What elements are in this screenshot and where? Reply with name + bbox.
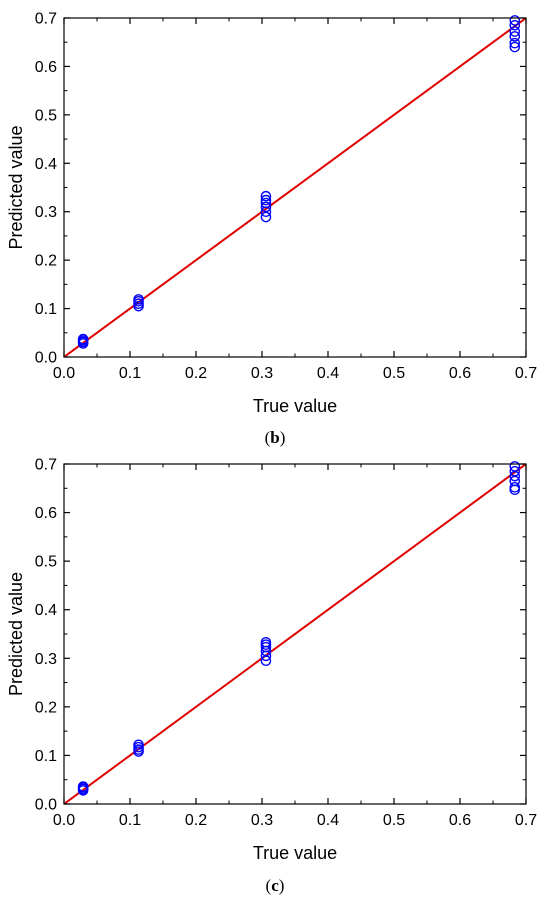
x-axis-title: True value xyxy=(253,396,337,416)
data-point xyxy=(260,190,272,202)
data-point xyxy=(260,197,272,209)
y-axis-title: Predicted value xyxy=(6,572,26,696)
y-tick-label: 0.1 xyxy=(35,748,57,765)
x-tick-label: 0.2 xyxy=(185,365,207,382)
chart-panel-c: 0.0 0.1 0.2 0.3 0.4 0.5 0.6 0.7 0.0 0.1 0.2 0.3 0.4 0… xyxy=(6,457,537,896)
y-tick-label: 0.2 xyxy=(35,699,57,716)
x-tick-label: 0.5 xyxy=(383,365,405,382)
y-tick-label: 0.6 xyxy=(35,59,57,76)
y-tick-label: 0.2 xyxy=(35,253,57,270)
data-point xyxy=(509,31,521,42)
data-point xyxy=(509,461,521,472)
data-point xyxy=(260,194,272,206)
x-tick-label: 0.4 xyxy=(317,812,339,829)
data-point xyxy=(509,41,521,53)
y-tick-label: 0.5 xyxy=(35,554,57,571)
y-tick-label: 0.5 xyxy=(35,107,57,124)
y-tick-label: 0.3 xyxy=(35,651,57,668)
x-tick-label: 0.7 xyxy=(515,365,537,382)
x-tick-label: 0.0 xyxy=(53,365,75,382)
chart-panel-b: 0.0 0.1 0.2 0.3 0.4 0.5 0.6 0.7 0.0 0.1 0.2 0.3 0.4 0… xyxy=(6,11,537,448)
y-tick-label: 0.4 xyxy=(35,602,57,619)
reference-line xyxy=(64,464,526,804)
y-tick-label: 0.4 xyxy=(35,156,57,173)
data-point xyxy=(509,482,521,493)
panel-caption: (c) xyxy=(266,876,285,895)
y-tick-label: 0.0 xyxy=(35,797,57,814)
x-tick-label: 0.5 xyxy=(383,812,405,829)
y-tick-label: 0.7 xyxy=(35,11,57,28)
data-point xyxy=(509,26,521,37)
data-point xyxy=(509,15,521,26)
y-tick-label: 0.7 xyxy=(35,457,57,474)
data-point xyxy=(509,37,521,49)
y-tick-label: 0.0 xyxy=(35,350,57,367)
reference-line xyxy=(64,18,526,357)
y-tick-label: 0.3 xyxy=(35,204,57,221)
y-tick-label: 0.6 xyxy=(35,505,57,522)
data-point xyxy=(509,19,521,31)
x-tick-label: 0.7 xyxy=(515,812,537,829)
data-point xyxy=(133,294,144,305)
x-tick-label: 0.4 xyxy=(317,365,339,382)
x-tick-label: 0.6 xyxy=(449,365,471,382)
y-axis-title: Predicted value xyxy=(6,125,26,249)
x-tick-label: 0.3 xyxy=(251,812,273,829)
x-tick-label: 0.2 xyxy=(185,812,207,829)
x-tick-label: 0.1 xyxy=(119,812,141,829)
data-point xyxy=(260,211,272,223)
data-point xyxy=(77,781,89,792)
x-tick-label: 0.6 xyxy=(449,812,471,829)
data-point xyxy=(260,201,272,213)
x-tick-label: 0.0 xyxy=(53,812,75,829)
x-axis-title: True value xyxy=(253,843,337,863)
x-tick-label: 0.1 xyxy=(119,365,141,382)
x-tick-label: 0.3 xyxy=(251,365,273,382)
panel-caption: (b) xyxy=(265,428,286,447)
data-point xyxy=(509,465,521,477)
data-point xyxy=(260,636,272,648)
data-point xyxy=(133,739,144,751)
y-tick-label: 0.1 xyxy=(35,301,57,318)
data-point xyxy=(77,333,89,345)
